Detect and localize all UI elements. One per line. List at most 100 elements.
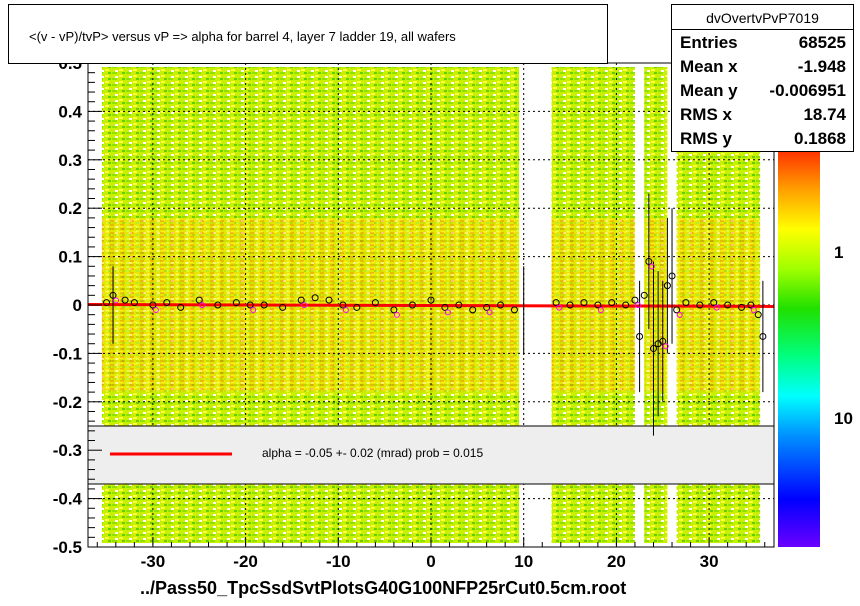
secondary-point [676,311,683,318]
secondary-point [199,302,206,309]
secondary-point [713,304,720,311]
secondary-point [250,307,257,313]
profile-point [724,301,732,309]
fit-result-text: alpha = -0.05 +- 0.02 (mrad) prob = 0.01… [262,446,484,460]
profile-point [754,311,762,319]
profile-point [566,301,574,309]
stat-mean-x: Mean x -1.948 [680,57,846,81]
stat-value: -0.006951 [769,81,846,100]
x-tick-label: 20 [607,552,626,571]
profile-point [371,299,379,307]
fit-line [87,303,775,308]
profile-points [103,257,767,353]
profile-point [640,291,648,299]
profile-point [441,303,449,311]
profile-point [390,306,398,314]
profile-point [149,301,157,309]
profile-point [668,272,676,280]
profile-point [130,299,138,307]
profile-point [580,299,588,307]
secondary-point [486,309,493,316]
stat-label: Mean y [680,81,738,100]
profile-point [608,299,616,307]
profile-point [631,296,639,304]
stat-rms-x: RMS x 18.74 [680,105,846,129]
x-tick-label: -30 [141,552,166,571]
plot-title: <(v - vP)/tvP> versus vP => alpha for ba… [29,29,456,44]
y-tick-label: -0.5 [53,538,82,557]
stat-value: 18.74 [803,105,846,124]
profile-point [510,306,518,314]
y-tick-label: -0.4 [53,490,83,509]
profile-point [659,337,667,345]
profile-point [121,296,129,304]
profile-point [636,332,644,340]
y-tick-label: 0.2 [58,199,82,218]
x-axis: -30 -20 -10 0 10 20 30 [96,537,766,571]
profile-point [195,296,203,304]
title-box: <(v - vP)/tvP> versus vP => alpha for ba… [8,4,608,64]
error-bars [112,193,764,436]
profile-point [649,345,657,353]
profile-point [710,299,718,307]
profile-point [673,306,681,314]
x-tick-label: -10 [326,552,351,571]
secondary-point [342,307,349,313]
color-scale-label: 10 [834,409,853,428]
profile-point [325,296,333,304]
histogram-name: dvOvertvPvP7019 [672,7,853,30]
profile-point [427,296,435,304]
profile-point [339,301,347,309]
profile-point [594,301,602,309]
profile-point [552,299,560,307]
color-scale-label: 1 [834,243,843,262]
secondary-point [113,297,120,304]
stat-value: 68525 [798,33,846,52]
profile-point [279,303,287,311]
secondary-point [444,309,451,316]
profile-point [663,282,671,290]
secondary-point [750,307,757,313]
stat-label: Mean x [680,57,738,76]
x-tick-label: 10 [514,552,533,571]
stat-rms-y: RMS y 0.1868 [680,129,846,153]
profile-point [408,301,416,309]
profile-point [455,301,463,309]
profile-point [177,303,185,311]
secondary-point [556,304,563,311]
profile-point [246,301,254,309]
profile-point [747,301,755,309]
stat-value: 0.1868 [794,129,846,148]
y-tick-label: 0.3 [58,151,82,170]
profile-point [353,303,361,311]
secondary-point [152,307,159,313]
stat-value: -1.948 [797,57,846,76]
profile-point [260,301,268,309]
stat-mean-y: Mean y -0.006951 [680,81,846,105]
y-tick-label: -0.2 [53,393,82,412]
profile-point [469,306,477,314]
profile-point [103,299,111,307]
profile-point [682,299,690,307]
y-tick-label: 0.4 [58,102,82,121]
secondary-point [662,343,669,350]
secondary-point [634,302,641,309]
profile-point [109,291,117,299]
profile-point [483,303,491,311]
profile-point [738,303,746,311]
file-path-label: ../Pass50_TpcSsdSvtPlotsG40G100NFP25rCut… [140,578,627,598]
stat-label: RMS y [680,129,732,148]
secondary-point [597,307,604,313]
profile-point [645,257,653,265]
x-tick-label: 0 [426,552,435,571]
secondary-point [301,302,308,309]
y-axis: -0.5-0.4-0.3-0.2-0.100.10.20.30.40.5 [53,54,102,557]
profile-point [759,332,767,340]
profile-point [696,301,704,309]
y-tick-label: 0 [73,296,82,315]
profile-point [311,294,319,302]
color-scale-axis: 1 10 [834,243,853,428]
y-tick-label: 0.1 [58,248,82,267]
profile-point [497,301,505,309]
